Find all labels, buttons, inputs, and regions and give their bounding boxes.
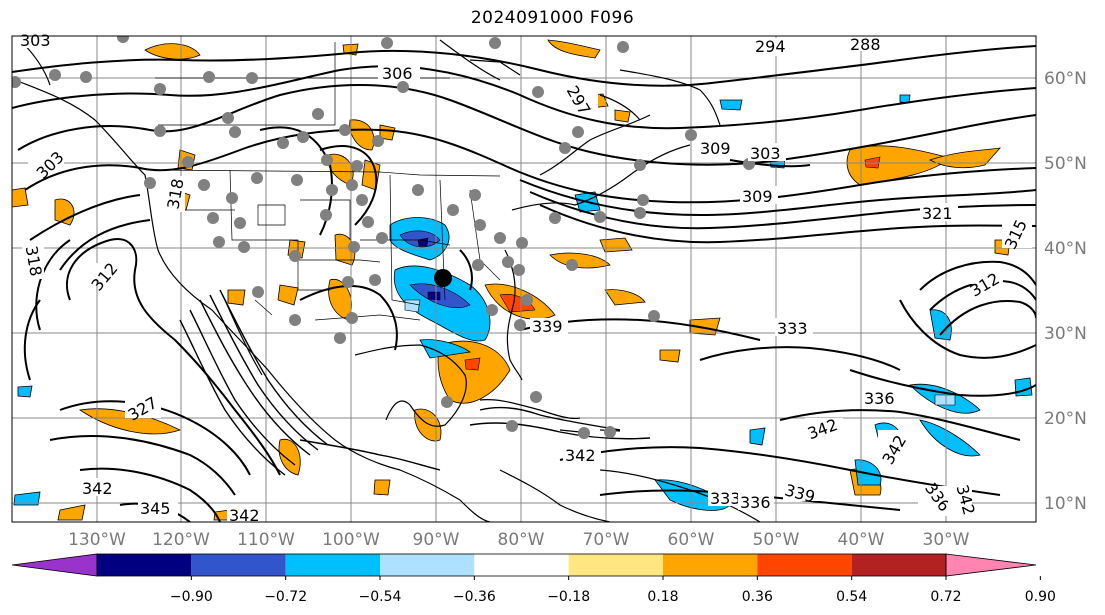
colorbar-tick-label: 0.36 <box>742 589 773 605</box>
colorbar-swatch <box>663 554 758 576</box>
colorbar <box>11 553 1037 577</box>
contour-label: 309 <box>700 139 731 158</box>
colorbar-tick-label: 0.90 <box>1025 589 1056 605</box>
storm-center-marker <box>434 269 452 287</box>
colorbar-swatch <box>851 554 946 576</box>
lat-label: 60°N <box>1044 69 1087 89</box>
colorbar-swatch <box>97 554 192 576</box>
colorbar-swatch <box>757 554 852 576</box>
lon-label: 50°W <box>753 530 800 550</box>
contour-label: 345 <box>140 499 171 518</box>
colorbar-outline <box>96 553 947 577</box>
lat-label: 20°N <box>1044 409 1087 429</box>
lon-label: 100°W <box>322 530 380 550</box>
coastlines <box>14 39 761 522</box>
lon-label: 130°W <box>68 530 126 550</box>
longitude-labels: 130°W 120°W 110°W 100°W 90°W 80°W 70°W 6… <box>68 530 970 550</box>
colorbar-swatch <box>474 554 569 576</box>
contour-label: 303 <box>20 31 51 50</box>
contour-label: 333 <box>710 489 741 508</box>
contour-lines <box>12 45 1036 522</box>
latitude-labels: 60°N 50°N 40°N 30°N 20°N 10°N <box>1044 69 1087 514</box>
lon-label: 70°W <box>583 530 630 550</box>
lat-label: 50°N <box>1044 154 1087 174</box>
station-markers <box>12 36 755 439</box>
colorbar-tick-label: 0.18 <box>647 589 678 605</box>
map-title: 2024091000 F096 <box>470 8 635 28</box>
lat-label: 30°N <box>1044 324 1087 344</box>
contour-label: 342 <box>82 479 113 498</box>
colorbar-ticks: −0.90 −0.72 −0.54 −0.36 −0.18 0.18 0.36 0.54 0.7… <box>170 576 1056 605</box>
contour-label: 342 <box>565 446 596 465</box>
map-frame <box>11 35 1037 523</box>
colorbar-extend-max <box>945 553 1037 577</box>
lon-label: 40°W <box>838 530 885 550</box>
lat-label: 40°N <box>1044 239 1087 259</box>
colorbar-swatch <box>380 554 475 576</box>
lon-label: 30°W <box>923 530 970 550</box>
colorbar-tick-label: −0.72 <box>264 589 307 605</box>
contour-label: 321 <box>922 204 953 223</box>
lon-label: 90°W <box>413 530 460 550</box>
contour-label: 336 <box>864 389 895 408</box>
contour-label: 306 <box>382 64 413 83</box>
contour-label: 333 <box>777 319 808 338</box>
contour-label: 303 <box>750 144 781 163</box>
contour-label: 339 <box>532 317 563 336</box>
contour-label: 342 <box>229 506 260 525</box>
contour-label: 336 <box>740 493 771 512</box>
coastal-contours <box>179 289 651 476</box>
lat-label: 10°N <box>1044 494 1087 514</box>
colorbar-tick-label: −0.54 <box>359 589 402 605</box>
colorbar-tick-label: 0.72 <box>930 589 961 605</box>
lon-label: 120°W <box>152 530 210 550</box>
colorbar-swatch <box>568 554 663 576</box>
colorbar-extend-min <box>11 553 98 577</box>
lon-label: 110°W <box>237 530 295 550</box>
colorbar-tick-label: −0.36 <box>453 589 496 605</box>
colorbar-tick-label: −0.90 <box>170 589 213 605</box>
colorbar-tick-label: 0.54 <box>836 589 867 605</box>
colorbar-tick-label: −0.18 <box>547 589 590 605</box>
contour-label: 294 <box>755 37 786 56</box>
contour-label: 288 <box>850 35 881 54</box>
map-background <box>12 36 1036 522</box>
colorbar-swatch <box>285 554 380 576</box>
lon-label: 60°W <box>668 530 715 550</box>
colorbar-swatch <box>191 554 286 576</box>
lon-label: 80°W <box>498 530 545 550</box>
contour-label: 309 <box>742 187 773 206</box>
